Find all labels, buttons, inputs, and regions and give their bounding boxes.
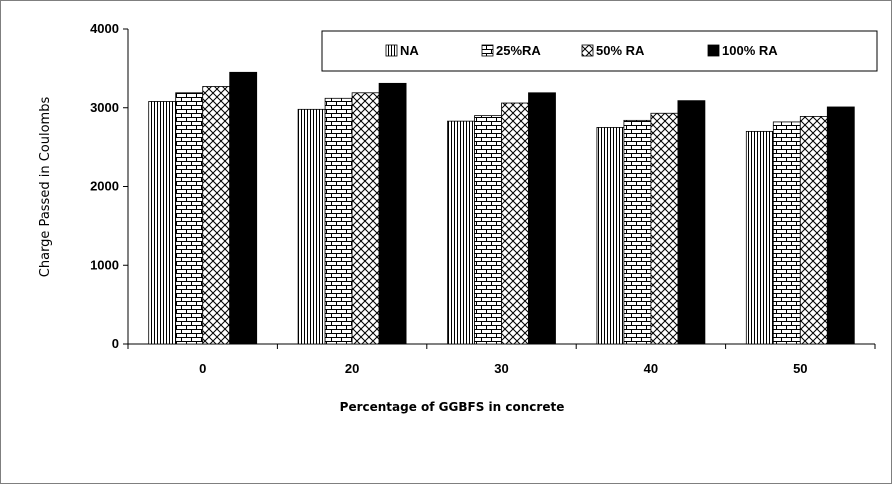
legend-swatch <box>707 44 720 57</box>
tick-labels: 0 1000 2000 3000 4000 0 20 30 40 50 <box>90 21 807 376</box>
bar <box>202 86 231 345</box>
bar <box>596 127 625 345</box>
bar <box>447 120 475 345</box>
y-tick-label: 2000 <box>90 179 119 194</box>
bar <box>677 100 706 345</box>
legend-swatch <box>481 44 494 57</box>
bars-group <box>148 71 855 345</box>
bar <box>148 101 177 345</box>
bar <box>528 92 556 345</box>
x-tick-label: 40 <box>644 361 658 376</box>
bar <box>623 119 652 345</box>
bar <box>378 82 407 345</box>
legend-swatch <box>581 44 594 57</box>
bar <box>351 92 380 345</box>
x-tick-label: 20 <box>345 361 359 376</box>
bar <box>745 130 774 345</box>
legend-label: 100% RA <box>722 43 778 58</box>
y-tick-label: 0 <box>112 336 119 351</box>
bar <box>324 97 353 345</box>
y-tick-label: 4000 <box>90 21 119 36</box>
bar <box>297 108 326 345</box>
bar <box>826 106 855 345</box>
x-axis-title: Percentage of GGBFS in concrete <box>340 400 565 414</box>
legend-swatch <box>385 44 398 57</box>
y-axis-title: Charge Passed in Coulombs <box>38 97 53 278</box>
bar <box>229 71 258 345</box>
x-tick-label: 0 <box>199 361 206 376</box>
legend-box <box>321 30 878 72</box>
legend: NA 25%RA 50% RA 100% RA <box>321 30 878 72</box>
y-tick-label: 1000 <box>90 257 119 272</box>
bar <box>799 116 828 345</box>
bar <box>772 121 801 345</box>
bar <box>501 102 529 345</box>
bar <box>175 92 204 345</box>
bar <box>650 112 679 345</box>
legend-label: NA <box>400 43 419 58</box>
legend-label: 25%RA <box>496 43 541 58</box>
x-tick-label: 50 <box>793 361 807 376</box>
bar <box>474 115 502 345</box>
y-tick-label: 3000 <box>90 100 119 115</box>
legend-label: 50% RA <box>596 43 645 58</box>
x-tick-label: 30 <box>494 361 508 376</box>
